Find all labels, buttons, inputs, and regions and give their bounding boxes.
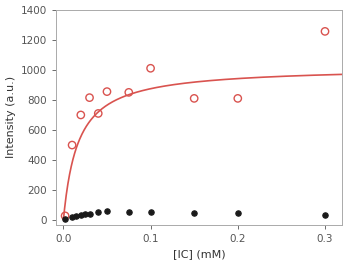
Point	[104, 90, 110, 94]
Point	[78, 213, 84, 217]
Point	[69, 143, 75, 147]
Point	[87, 211, 92, 216]
X-axis label: [IC] (mM): [IC] (mM)	[173, 249, 226, 259]
Point	[148, 210, 153, 214]
Point	[322, 29, 328, 33]
Point	[82, 212, 88, 217]
Point	[74, 214, 79, 218]
Point	[62, 217, 68, 221]
Point	[104, 209, 110, 213]
Point	[95, 210, 101, 214]
Point	[126, 90, 132, 95]
Point	[69, 214, 75, 219]
Y-axis label: Intensity (a.u.): Intensity (a.u.)	[6, 76, 16, 158]
Point	[148, 66, 153, 70]
Point	[87, 95, 92, 100]
Point	[191, 211, 197, 215]
Point	[235, 211, 240, 215]
Point	[322, 213, 328, 217]
Point	[235, 96, 240, 100]
Point	[62, 214, 68, 218]
Point	[95, 111, 101, 116]
Point	[126, 210, 132, 214]
Point	[78, 113, 84, 117]
Point	[191, 96, 197, 100]
